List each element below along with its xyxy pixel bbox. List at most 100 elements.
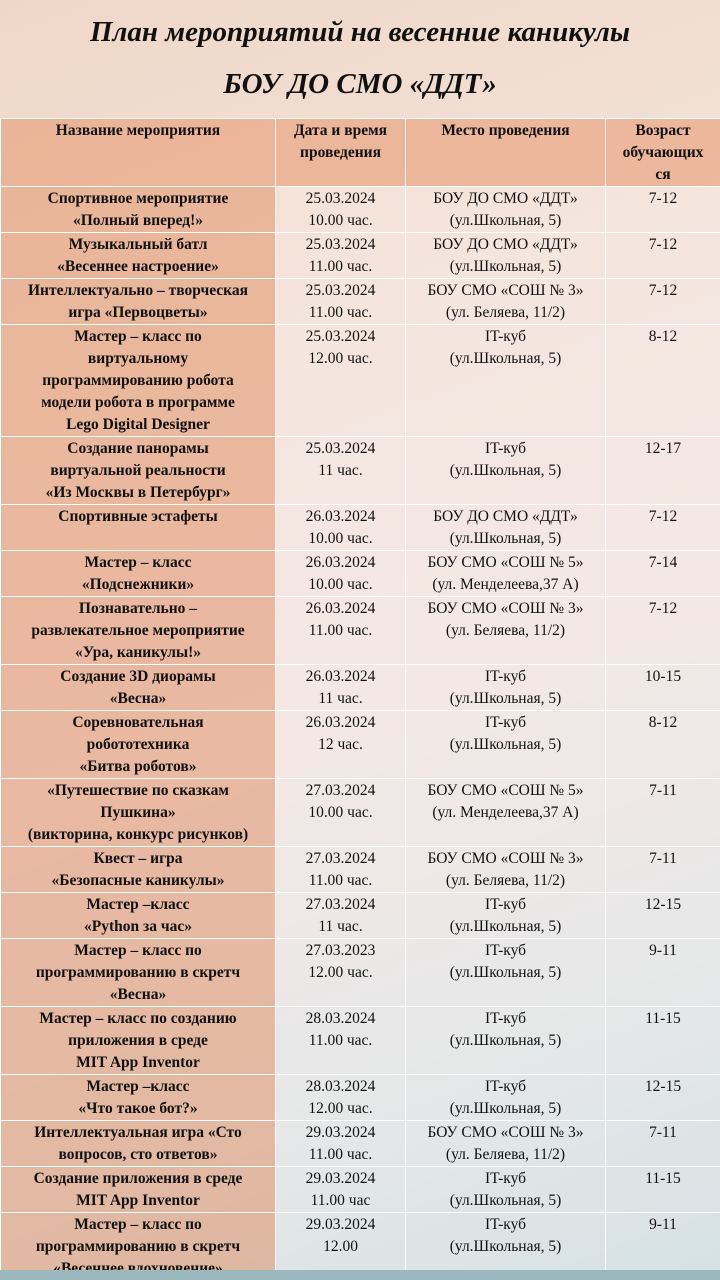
table-cell: БОУ СМО «СОШ № 3» (ул. Беляева, 11/2)	[405, 846, 606, 893]
table-cell: 28.03.2024 12.00 час.	[275, 1074, 406, 1121]
table-row: Создание приложения в среде MIT App Inve…	[0, 1166, 720, 1213]
table-cell: 25.03.2024 12.00 час.	[275, 324, 406, 437]
table-cell: 27.03.2024 10.00 час.	[275, 778, 406, 847]
table-cell: 28.03.2024 11.00 час.	[275, 1006, 406, 1075]
table-cell: IT-куб (ул.Школьная, 5)	[405, 938, 606, 1007]
table-cell: Мастер – класс по созданию приложения в …	[0, 1006, 276, 1075]
table-cell: Создание приложения в среде MIT App Inve…	[0, 1166, 276, 1213]
table-cell: 25.03.2024 11.00 час.	[275, 232, 406, 279]
table-cell: 27.03.2024 11 час.	[275, 892, 406, 939]
table-cell: 7-14	[605, 550, 720, 597]
table-cell: БОУ СМО «СОШ № 3» (ул. Беляева, 11/2)	[405, 278, 606, 325]
table-cell: 12-15	[605, 892, 720, 939]
column-header: Место проведения	[405, 118, 606, 187]
table-cell: 29.03.2024 11.00 час	[275, 1166, 406, 1213]
table-cell: Мастер –класс «Что такое бот?»	[0, 1074, 276, 1121]
table-cell: Мастер – класс по программированию в скр…	[0, 938, 276, 1007]
table-cell: 25.03.2024 11.00 час.	[275, 278, 406, 325]
table-row: Познавательно – развлекательное мероприя…	[0, 596, 720, 665]
table-cell: 7-12	[605, 232, 720, 279]
table-row: Мастер –класс «Python за час» 27.03.2024 …	[0, 892, 720, 939]
table-cell: Познавательно – развлекательное мероприя…	[0, 596, 276, 665]
title: План мероприятий на весенние каникулы	[89, 16, 631, 48]
table-cell: 7-12	[605, 504, 720, 551]
table-cell: 27.03.2023 12.00 час.	[275, 938, 406, 1007]
table-cell: 26.03.2024 11.00 час.	[275, 596, 406, 665]
table-cell: 9-11	[605, 1212, 720, 1280]
table-cell: БОУ СМО «СОШ № 5» (ул. Менделеева,37 А)	[405, 550, 606, 597]
events-table: Название мероприятия Дата и время проведе…	[0, 118, 720, 1280]
table-cell: IT-куб (ул.Школьная, 5)	[405, 710, 606, 779]
table-row: Мастер – класс по программированию в скр…	[0, 938, 720, 1007]
table-cell: Мастер –класс «Python за час»	[0, 892, 276, 939]
table-cell: 7-12	[605, 596, 720, 665]
table-row: Мастер – класс по виртуальному программи…	[0, 324, 720, 437]
table-row: Мастер – класс по созданию приложения в …	[0, 1006, 720, 1075]
header-row: Название мероприятия Дата и время проведе…	[0, 118, 720, 187]
table-cell: IT-куб (ул.Школьная, 5)	[405, 1166, 606, 1213]
subtitle: БОУ ДО СМО «ДДТ»	[223, 68, 497, 100]
table-cell: 8-12	[605, 710, 720, 779]
table-cell: БОУ ДО СМО «ДДТ» (ул.Школьная, 5)	[405, 504, 606, 551]
footer-bar	[0, 1270, 720, 1280]
table-cell: «Путешествие по сказкам Пушкина» (виктор…	[0, 778, 276, 847]
table-cell: 7-12	[605, 278, 720, 325]
table-cell: IT-куб (ул.Школьная, 5)	[405, 1006, 606, 1075]
table-cell: 7-11	[605, 778, 720, 847]
table-cell: IT-куб (ул.Школьная, 5)	[405, 324, 606, 437]
table-cell: 27.03.2024 11.00 час.	[275, 846, 406, 893]
table-cell: IT-куб (ул.Школьная, 5)	[405, 1212, 606, 1280]
table-cell: Мастер – класс «Подснежники»	[0, 550, 276, 597]
table-cell: Интеллектуальная игра «Сто вопросов, сто…	[0, 1120, 276, 1167]
table-row: Создание панорамы виртуальной реальности…	[0, 436, 720, 505]
table-cell: Создание 3D диорамы «Весна»	[0, 664, 276, 711]
table-row: «Путешествие по сказкам Пушкина» (виктор…	[0, 778, 720, 847]
table-cell: Соревновательная робототехника «Битва ро…	[0, 710, 276, 779]
table-row: Соревновательная робототехника «Битва ро…	[0, 710, 720, 779]
table-cell: БОУ СМО «СОШ № 3» (ул. Беляева, 11/2)	[405, 1120, 606, 1167]
table-row: Интеллектуальная игра «Сто вопросов, сто…	[0, 1120, 720, 1167]
table-cell: Мастер – класс по виртуальному программи…	[0, 324, 276, 437]
table-cell: 12-15	[605, 1074, 720, 1121]
table-cell: 7-11	[605, 846, 720, 893]
table-cell: 11-15	[605, 1166, 720, 1213]
table-cell: 25.03.2024 10.00 час.	[275, 186, 406, 233]
table-cell: 26.03.2024 10.00 час.	[275, 504, 406, 551]
table-row: Мастер – класс по программированию в скр…	[0, 1212, 720, 1280]
column-header: Возраст обучающих ся	[605, 118, 720, 187]
table-cell: IT-куб (ул.Школьная, 5)	[405, 892, 606, 939]
table-cell: 29.03.2024 11.00 час.	[275, 1120, 406, 1167]
table-row: Создание 3D диорамы «Весна» 26.03.2024 11…	[0, 664, 720, 711]
table-cell: Квест – игра «Безопасные каникулы»	[0, 846, 276, 893]
table-cell: БОУ ДО СМО «ДДТ» (ул.Школьная, 5)	[405, 186, 606, 233]
table-row: Мастер –класс «Что такое бот?» 28.03.2024…	[0, 1074, 720, 1121]
table-cell: 11-15	[605, 1006, 720, 1075]
table-cell: IT-куб (ул.Школьная, 5)	[405, 664, 606, 711]
table-row: Спортивное мероприятие «Полный вперед!» 2…	[0, 186, 720, 233]
table-cell: 26.03.2024 12 час.	[275, 710, 406, 779]
table-cell: Спортивное мероприятие «Полный вперед!»	[0, 186, 276, 233]
column-header: Дата и время проведения	[275, 118, 406, 187]
table-row: Спортивные эстафеты 26.03.2024 10.00 час.…	[0, 504, 720, 551]
table-cell: 29.03.2024 12.00	[275, 1212, 406, 1280]
column-header: Название мероприятия	[0, 118, 276, 187]
table-cell: IT-куб (ул.Школьная, 5)	[405, 436, 606, 505]
table-cell: Интеллектуально – творческая игра «Перво…	[0, 278, 276, 325]
table-cell: 10-15	[605, 664, 720, 711]
table-cell: 7-11	[605, 1120, 720, 1167]
table-cell: Создание панорамы виртуальной реальности…	[0, 436, 276, 505]
table-cell: 7-12	[605, 186, 720, 233]
table-cell: 26.03.2024 10.00 час.	[275, 550, 406, 597]
table-cell: 8-12	[605, 324, 720, 437]
table-cell: IT-куб (ул.Школьная, 5)	[405, 1074, 606, 1121]
table-row: Музыкальный батл «Весеннее настроение» 25…	[0, 232, 720, 279]
table-cell: 25.03.2024 11 час.	[275, 436, 406, 505]
table-cell: Спортивные эстафеты	[0, 504, 276, 551]
table-row: Мастер – класс «Подснежники» 26.03.2024 1…	[0, 550, 720, 597]
table-row: Интеллектуально – творческая игра «Перво…	[0, 278, 720, 325]
table-cell: 12-17	[605, 436, 720, 505]
table-cell: БОУ ДО СМО «ДДТ» (ул.Школьная, 5)	[405, 232, 606, 279]
table-cell: БОУ СМО «СОШ № 5» (ул. Менделеева,37 А)	[405, 778, 606, 847]
table-cell: 26.03.2024 11 час.	[275, 664, 406, 711]
